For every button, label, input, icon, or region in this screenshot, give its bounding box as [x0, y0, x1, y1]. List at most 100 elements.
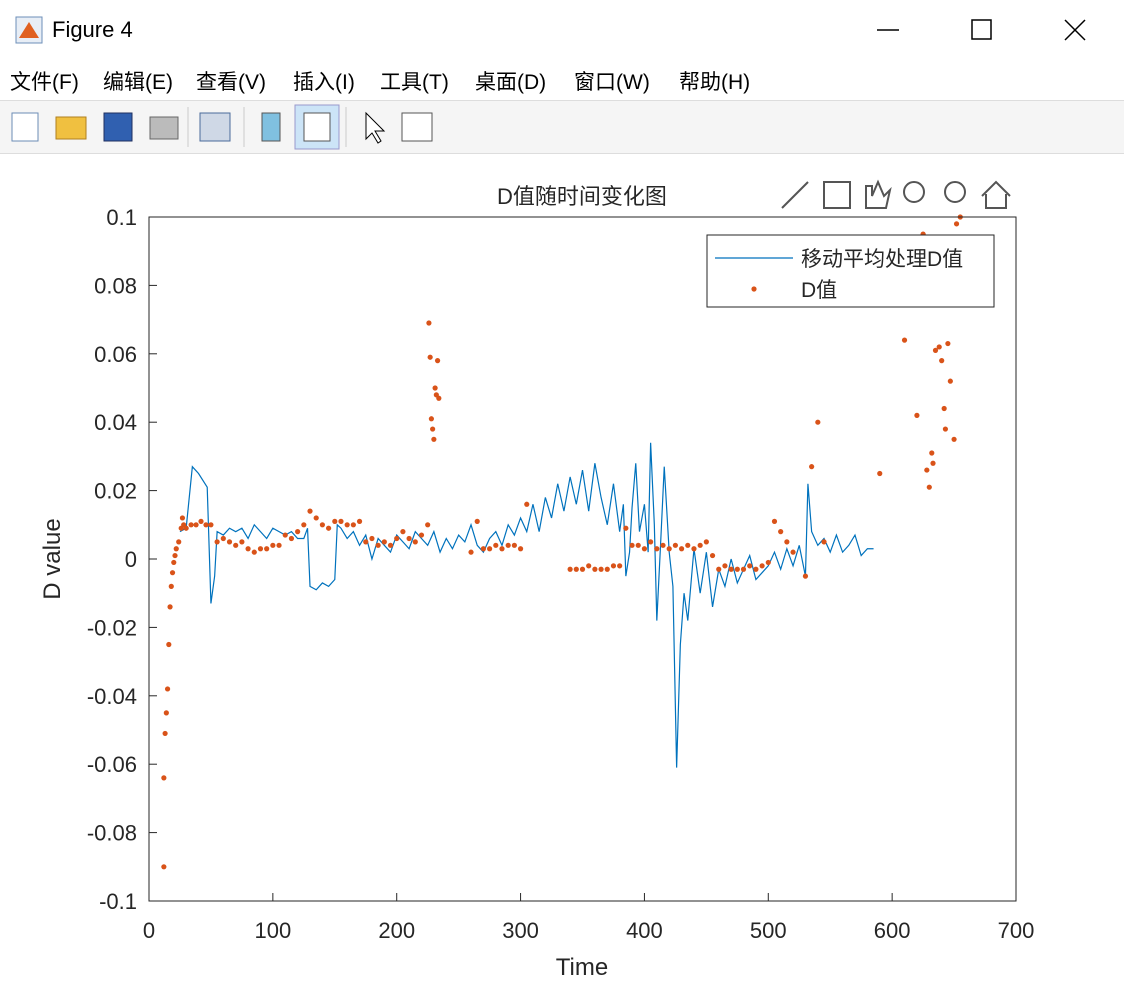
open-icon[interactable]: [55, 116, 87, 140]
y-tick-label: 0.08: [94, 273, 137, 298]
data-point: [468, 549, 474, 555]
data-point: [753, 566, 759, 572]
x-tick-label: 400: [626, 918, 663, 943]
data-point: [487, 546, 493, 552]
data-point: [660, 542, 666, 548]
menu-item[interactable]: 帮助(H): [679, 71, 751, 94]
data-point: [924, 467, 930, 473]
data-point: [171, 559, 177, 566]
zoom-in-icon[interactable]: [903, 181, 925, 203]
data-point: [524, 501, 530, 507]
data-point: [784, 539, 790, 545]
y-tick-label: -0.02: [87, 615, 137, 640]
x-tick-label: 700: [998, 918, 1035, 943]
data-point: [697, 542, 703, 548]
colorbar-icon[interactable]: [261, 112, 281, 142]
data-point: [685, 542, 691, 548]
data-point: [164, 686, 171, 692]
legend-icon: [303, 112, 331, 142]
menu-item[interactable]: 编辑(E): [103, 71, 173, 94]
new-icon[interactable]: [11, 112, 39, 142]
x-tick-label: 600: [874, 918, 911, 943]
legend-box: [706, 234, 995, 308]
y-tick-label: 0.02: [94, 479, 137, 504]
x-tick-label: 300: [502, 918, 539, 943]
datatip-icon[interactable]: [823, 181, 851, 209]
home-icon[interactable]: [981, 180, 1011, 209]
data-point: [193, 522, 199, 528]
data-point: [169, 570, 176, 576]
data-point: [356, 518, 363, 524]
data-point: [288, 535, 295, 542]
data-point: [678, 546, 685, 552]
data-point: [168, 583, 174, 589]
data-point: [929, 450, 935, 456]
data-point: [428, 416, 434, 422]
data-point: [716, 566, 722, 572]
data-point: [406, 535, 412, 542]
data-point: [173, 546, 179, 552]
data-point: [942, 426, 949, 432]
toolbar-icons: [11, 104, 433, 150]
data-point: [493, 542, 499, 548]
data-point: [598, 566, 604, 572]
menu-item[interactable]: 桌面(D): [475, 71, 547, 94]
data-point: [203, 522, 209, 528]
data-point: [214, 539, 220, 545]
data-point: [709, 552, 716, 559]
menu-item[interactable]: 查看(V): [196, 71, 266, 94]
axes-toolbar: [781, 179, 1011, 209]
maximize-button[interactable]: [971, 19, 992, 40]
menu-item[interactable]: 插入(I): [293, 71, 355, 94]
data-point: [666, 546, 672, 552]
zoom-out-icon[interactable]: [944, 181, 966, 203]
save-icon[interactable]: [103, 112, 133, 142]
brush-icon[interactable]: [781, 181, 809, 209]
data-point: [350, 522, 356, 528]
y-tick-label: -0.1: [99, 889, 137, 914]
y-tick-label: 0: [125, 547, 137, 572]
data-point: [369, 535, 375, 542]
data-point: [722, 563, 728, 569]
print-icon[interactable]: [149, 116, 179, 140]
data-point: [939, 358, 945, 364]
data-point: [276, 542, 282, 548]
data-point: [434, 358, 441, 364]
menu-item[interactable]: 工具(T): [380, 71, 449, 94]
data-point: [226, 539, 233, 545]
data-point: [270, 542, 276, 548]
data-point: [161, 775, 167, 781]
legend-dot: [751, 286, 757, 292]
data-point: [432, 385, 438, 391]
property-icon[interactable]: [401, 112, 433, 142]
data-point: [778, 529, 784, 535]
x-tick-label: 100: [254, 918, 291, 943]
pan-icon[interactable]: [865, 179, 892, 209]
data-point: [172, 552, 178, 559]
menu-item[interactable]: 窗口(W): [574, 71, 650, 94]
data-point: [257, 546, 264, 552]
data-point: [579, 566, 586, 572]
data-point: [592, 566, 598, 572]
data-point: [936, 344, 942, 350]
chart-title: D值随时间变化图: [497, 184, 667, 209]
data-point: [505, 542, 511, 548]
close-button[interactable]: [1064, 19, 1086, 41]
data-point: [430, 426, 436, 432]
menu-item[interactable]: 文件(F): [10, 71, 79, 94]
data-point: [765, 559, 771, 566]
data-point: [166, 641, 172, 648]
legend-label: D值: [801, 279, 837, 302]
data-point: [282, 532, 288, 538]
pointer-icon[interactable]: [365, 111, 386, 144]
data-point: [604, 566, 610, 572]
data-point: [313, 515, 319, 521]
data-point: [220, 535, 226, 542]
x-tick-label: 500: [750, 918, 787, 943]
data-point: [208, 522, 214, 528]
data-point: [167, 604, 173, 610]
link-icon[interactable]: [199, 112, 231, 142]
data-point: [394, 535, 400, 542]
data-point: [517, 546, 524, 552]
y-tick-label: -0.04: [87, 684, 137, 709]
